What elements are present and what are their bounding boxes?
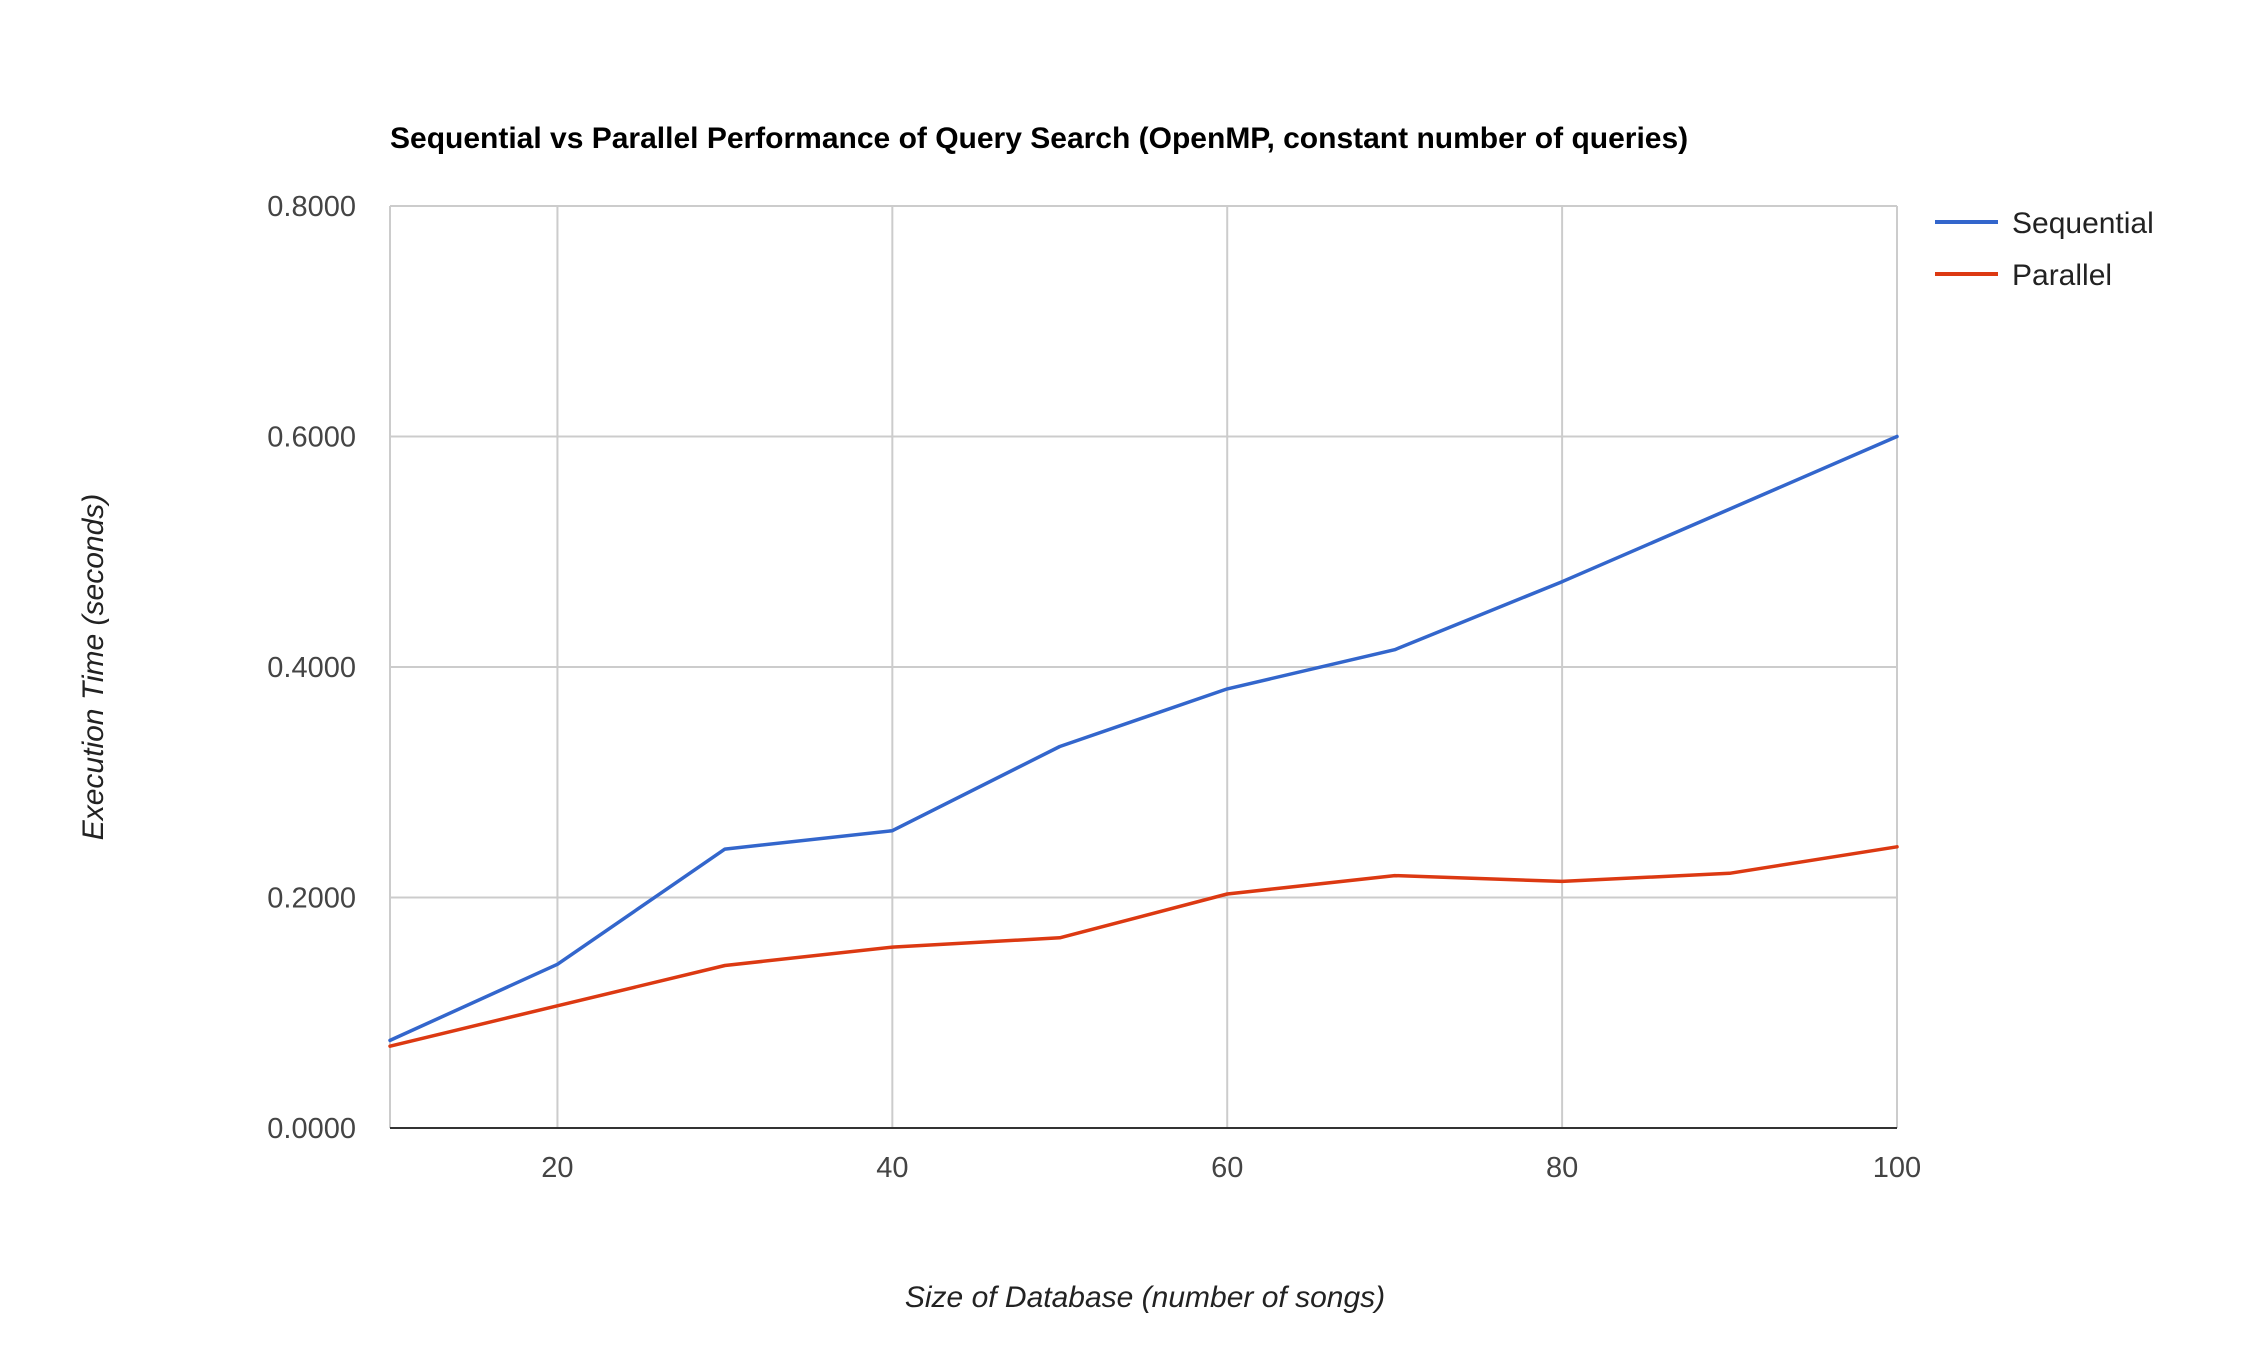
- legend-label: Sequential: [2012, 207, 2154, 240]
- series-line-parallel: [388, 845, 1899, 1048]
- series-lines: [388, 434, 1899, 1048]
- x-tick-label: 40: [876, 1152, 908, 1184]
- axis-ticks: 0.0000 0.2000 0.4000 0.6000 0.8000 20 40 60 80 10…: [267, 191, 1921, 1184]
- x-axis-label: Size of Database (number of songs): [905, 1281, 1385, 1314]
- legend: Sequential Parallel: [1935, 207, 2154, 292]
- x-tick-label: 80: [1546, 1152, 1578, 1184]
- y-axis-label: Execution Time (seconds): [77, 494, 110, 841]
- x-tick-label: 20: [541, 1152, 573, 1184]
- gridlines: [389, 205, 1898, 1129]
- y-tick-label: 0.0000: [267, 1113, 356, 1145]
- x-tick-label: 100: [1873, 1152, 1921, 1184]
- series-line-sequential: [388, 434, 1899, 1043]
- y-tick-label: 0.2000: [267, 883, 356, 915]
- y-tick-label: 0.4000: [267, 652, 356, 684]
- legend-label: Parallel: [2012, 259, 2112, 292]
- chart-title: Sequential vs Parallel Performance of Qu…: [390, 122, 1688, 155]
- y-tick-label: 0.8000: [267, 191, 356, 223]
- y-tick-label: 0.6000: [267, 422, 356, 454]
- x-tick-label: 60: [1211, 1152, 1243, 1184]
